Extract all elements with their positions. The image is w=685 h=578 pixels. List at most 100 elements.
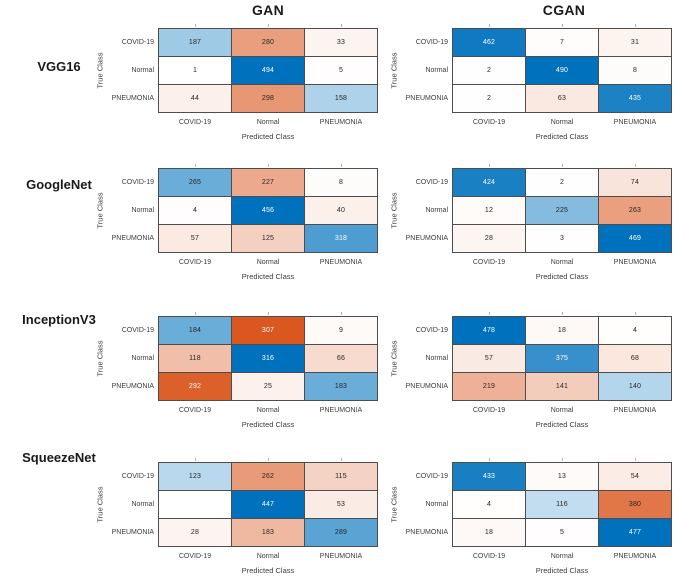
matrix-cell: 66 (305, 345, 377, 372)
column-header-cgan: CGAN (542, 2, 586, 18)
y-axis-label: True Class (389, 486, 399, 522)
matrix-cell: 292 (159, 373, 231, 400)
axis-tick (635, 24, 636, 27)
x-tick-label: PNEUMONIA (613, 119, 657, 126)
matrix-cell: 219 (453, 373, 525, 400)
axis-tick (268, 164, 269, 167)
matrix-cell: 183 (305, 373, 377, 400)
cm-googlenet-gan-grid: 265 227 8 4 456 40 57 125 318 (158, 168, 378, 253)
x-tick-label: COVID-19 (472, 553, 506, 560)
matrix-cell: 298 (232, 85, 304, 112)
matrix-cell: 9 (305, 317, 377, 344)
axis-tick (489, 164, 490, 167)
matrix-cell: 140 (599, 373, 671, 400)
matrix-cell: 125 (232, 225, 304, 252)
matrix-cell (159, 491, 231, 518)
x-axis-label: Predicted Class (241, 566, 295, 575)
x-tick-label: Normal (550, 259, 574, 266)
y-tick-label: COVID-19 (121, 39, 154, 46)
axis-tick (341, 164, 342, 167)
matrix-cell: 375 (526, 345, 598, 372)
y-tick-label: PNEUMONIA (111, 529, 154, 536)
axis-tick (268, 458, 269, 461)
x-tick-label: PNEUMONIA (319, 119, 363, 126)
cm-googlenet-cgan-grid: 424 2 74 12 225 263 28 3 469 (452, 168, 672, 253)
model-label-inceptionv3: InceptionV3 (22, 312, 96, 327)
matrix-cell: 18 (453, 519, 525, 546)
y-tick-label: COVID-19 (415, 473, 448, 480)
matrix-cell: 13 (526, 463, 598, 490)
y-tick-label: PNEUMONIA (111, 95, 154, 102)
matrix-cell: 490 (526, 57, 598, 84)
x-tick-label: PNEUMONIA (319, 407, 363, 414)
axis-tick (562, 24, 563, 27)
matrix-cell: 141 (526, 373, 598, 400)
y-tick-label: PNEUMONIA (405, 95, 448, 102)
matrix-cell: 18 (526, 317, 598, 344)
matrix-cell: 3 (526, 225, 598, 252)
cm-vgg16-cgan-grid: 462 7 31 2 490 8 2 63 435 (452, 28, 672, 113)
matrix-cell: 40 (305, 197, 377, 224)
matrix-cell: 433 (453, 463, 525, 490)
x-tick-label: Normal (550, 407, 574, 414)
matrix-cell: 424 (453, 169, 525, 196)
x-axis-label: Predicted Class (241, 420, 295, 429)
y-tick-label: PNEUMONIA (405, 235, 448, 242)
matrix-cell: 469 (599, 225, 671, 252)
y-tick-label: Normal (425, 355, 448, 362)
model-label-vgg16: VGG16 (37, 59, 81, 74)
matrix-cell: 8 (599, 57, 671, 84)
matrix-cell: 53 (305, 491, 377, 518)
y-tick-label: COVID-19 (415, 327, 448, 334)
axis-tick (635, 164, 636, 167)
matrix-cell: 494 (232, 57, 304, 84)
axis-tick (195, 164, 196, 167)
x-tick-label: COVID-19 (178, 119, 212, 126)
x-axis-label: Predicted Class (535, 420, 589, 429)
matrix-cell: 4 (453, 491, 525, 518)
matrix-cell: 5 (305, 57, 377, 84)
column-header-gan: GAN (251, 2, 284, 18)
y-tick-label: PNEUMONIA (111, 235, 154, 242)
x-tick-label: Normal (256, 553, 280, 560)
matrix-cell: 2 (526, 169, 598, 196)
matrix-cell: 31 (599, 29, 671, 56)
y-tick-label: Normal (425, 67, 448, 74)
matrix-cell: 63 (526, 85, 598, 112)
matrix-cell: 44 (159, 85, 231, 112)
matrix-cell: 25 (232, 373, 304, 400)
matrix-cell: 265 (159, 169, 231, 196)
matrix-cell: 187 (159, 29, 231, 56)
y-tick-label: COVID-19 (415, 179, 448, 186)
y-axis-label: True Class (95, 192, 105, 228)
matrix-cell: 5 (526, 519, 598, 546)
y-tick-label: COVID-19 (121, 179, 154, 186)
matrix-cell: 57 (453, 345, 525, 372)
x-axis-label: Predicted Class (241, 132, 295, 141)
matrix-cell: 68 (599, 345, 671, 372)
x-tick-label: Normal (256, 259, 280, 266)
x-tick-label: PNEUMONIA (613, 259, 657, 266)
matrix-cell: 2 (453, 85, 525, 112)
axis-tick (341, 458, 342, 461)
axis-tick (489, 458, 490, 461)
x-tick-label: PNEUMONIA (319, 553, 363, 560)
axis-tick (195, 24, 196, 27)
matrix-cell: 33 (305, 29, 377, 56)
cm-squeezenet-cgan-grid: 433 13 54 4 116 380 18 5 477 (452, 462, 672, 547)
x-tick-label: COVID-19 (472, 259, 506, 266)
y-tick-label: Normal (131, 501, 154, 508)
matrix-cell: 316 (232, 345, 304, 372)
matrix-cell: 158 (305, 85, 377, 112)
x-tick-label: Normal (256, 119, 280, 126)
y-tick-label: PNEUMONIA (405, 383, 448, 390)
matrix-cell: 435 (599, 85, 671, 112)
matrix-cell: 183 (232, 519, 304, 546)
matrix-cell: 4 (159, 197, 231, 224)
axis-tick (562, 458, 563, 461)
y-axis-label: True Class (389, 192, 399, 228)
matrix-cell: 28 (453, 225, 525, 252)
y-axis-label: True Class (95, 52, 105, 88)
matrix-cell: 447 (232, 491, 304, 518)
